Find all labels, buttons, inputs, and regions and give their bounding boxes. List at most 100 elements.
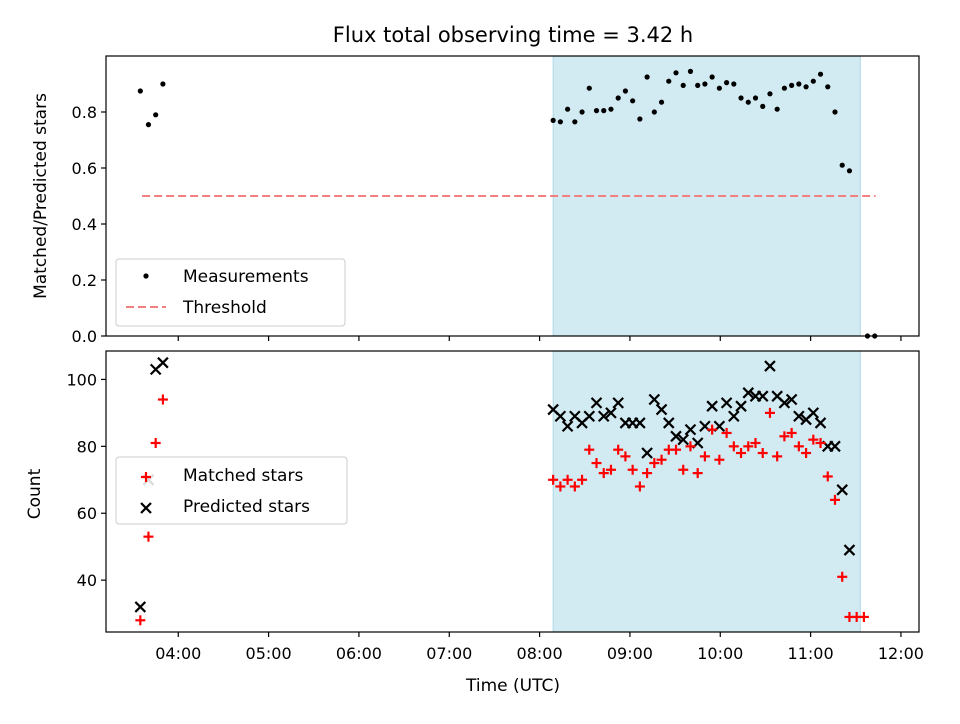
matched-star-point [721, 427, 732, 438]
measurement-point [550, 117, 556, 123]
predicted-star-point [561, 420, 574, 433]
measurement-point [586, 85, 592, 91]
measurement-point [593, 108, 600, 114]
predicted-star-point [583, 410, 596, 423]
y-tick-label-bottom: 80 [77, 437, 97, 456]
matched-star-point [135, 615, 146, 626]
measurement-point [825, 84, 831, 90]
predicted-star-point [605, 407, 617, 419]
measurement-point [680, 82, 686, 88]
predicted-star-point [641, 447, 653, 459]
ratio-panel-y-ticks: 0.0 0.2 0.4 0.6 0.8 [72, 103, 106, 346]
matched-star-point [764, 407, 775, 418]
measurement-point [601, 108, 607, 114]
predicted-star-point [836, 484, 848, 496]
measurement-point [832, 109, 838, 115]
legend-matched-marker [141, 472, 151, 482]
ratio-panel-ylabel: Matched/Predicted stars [31, 93, 51, 299]
predicted-star-point [735, 400, 747, 412]
observing-window-shade-bottom [552, 350, 861, 633]
legend-box-bottom [115, 456, 348, 525]
predicted-star-point [648, 393, 661, 406]
matched-star-point [829, 494, 840, 505]
x-tick-label: 12:00 [878, 644, 924, 663]
measurement-point [644, 74, 650, 80]
matched-star-point [822, 471, 833, 482]
count-panel-x-ticks: 04:00 05:00 06:00 07:00 08:00 09:00 10:00 11:00… [155, 632, 924, 663]
legend-predicted-marker [140, 502, 152, 514]
matched-star-point [728, 441, 739, 452]
matched-star-point [569, 481, 580, 492]
count-panel: 04:00 05:00 06:00 07:00 08:00 09:00 10:00 11:00… [25, 350, 924, 696]
y-tick-label-top: 0.0 [72, 327, 97, 346]
matched-star-point [671, 444, 682, 455]
count-panel-frame [105, 350, 920, 633]
predicted-star-point [612, 397, 624, 409]
predicted-star-point [662, 417, 675, 429]
measurement-point [579, 109, 585, 115]
measurement-point [752, 95, 759, 101]
ratio-panel: 0.00.20.40.60.8 Matched/Predicted stars … [31, 55, 920, 346]
measurement-point [817, 71, 824, 77]
measurement-point [557, 119, 563, 125]
predicted-star-point [677, 433, 690, 446]
matched-star-point [150, 437, 161, 448]
matched-star-point [858, 611, 869, 622]
ratio-panel-frame [105, 55, 920, 337]
measurement-point [630, 98, 636, 104]
ratio-panel-x-ticks [177, 336, 902, 341]
matched-star-point [620, 451, 631, 462]
measurement-point [637, 116, 643, 122]
matched-star-point [642, 468, 653, 479]
matched-star-point [757, 448, 768, 459]
y-tick-label-top: 0.2 [72, 271, 97, 290]
ratio-panel-legend: Measurements Threshold [115, 258, 346, 327]
measurement-point [796, 81, 802, 87]
predicted-star-point [706, 400, 718, 412]
matched-star-point [634, 481, 645, 492]
predicted-star-point [728, 410, 740, 423]
x-tick-label: 06:00 [336, 644, 382, 663]
count-panel-ylabel: Count [25, 468, 45, 519]
matched-star-point [555, 481, 566, 492]
measurement-point [695, 82, 701, 88]
matched-star-point [793, 441, 804, 452]
measurement-point [781, 85, 788, 91]
measurement-point [839, 162, 845, 168]
measurement-point [153, 112, 159, 118]
predicted-star-point [778, 397, 791, 409]
chart-title: Flux total observing time = 3.42 h [333, 23, 693, 47]
matched-star-point [808, 434, 819, 445]
measurements-points [137, 68, 878, 339]
predicted-star-point [843, 544, 856, 556]
matched-star-point [750, 437, 761, 448]
matched-star-point [548, 474, 559, 485]
measurement-point [137, 88, 143, 94]
predicted-star-point [814, 417, 827, 429]
measurement-point [651, 109, 657, 115]
y-tick-label-bottom: 60 [77, 504, 97, 523]
x-tick-label: 10:00 [697, 644, 743, 663]
measurement-point [145, 122, 152, 128]
matched-star-point [801, 448, 812, 459]
shaded-interval-bottom [552, 350, 861, 633]
measurement-point [774, 106, 780, 112]
matched-star-point [562, 474, 573, 485]
predicted-star-point [785, 393, 798, 406]
predicted-stars-points [134, 356, 856, 613]
y-tick-label-top: 0.6 [72, 159, 97, 178]
measurement-point [160, 81, 166, 87]
count-panel-legend: Matched stars Predicted stars [115, 456, 348, 525]
matched-star-point [649, 458, 660, 469]
measurement-point [731, 81, 737, 87]
y-tick-label-bottom: 40 [77, 571, 97, 590]
matched-star-point [699, 451, 710, 462]
predicted-star-point [720, 397, 733, 409]
matched-star-point [743, 441, 754, 452]
measurement-point [572, 119, 578, 125]
matched-star-point [779, 431, 790, 442]
legend-matched-plus [141, 472, 151, 482]
measurement-point [716, 85, 722, 91]
measurement-point [622, 88, 629, 94]
